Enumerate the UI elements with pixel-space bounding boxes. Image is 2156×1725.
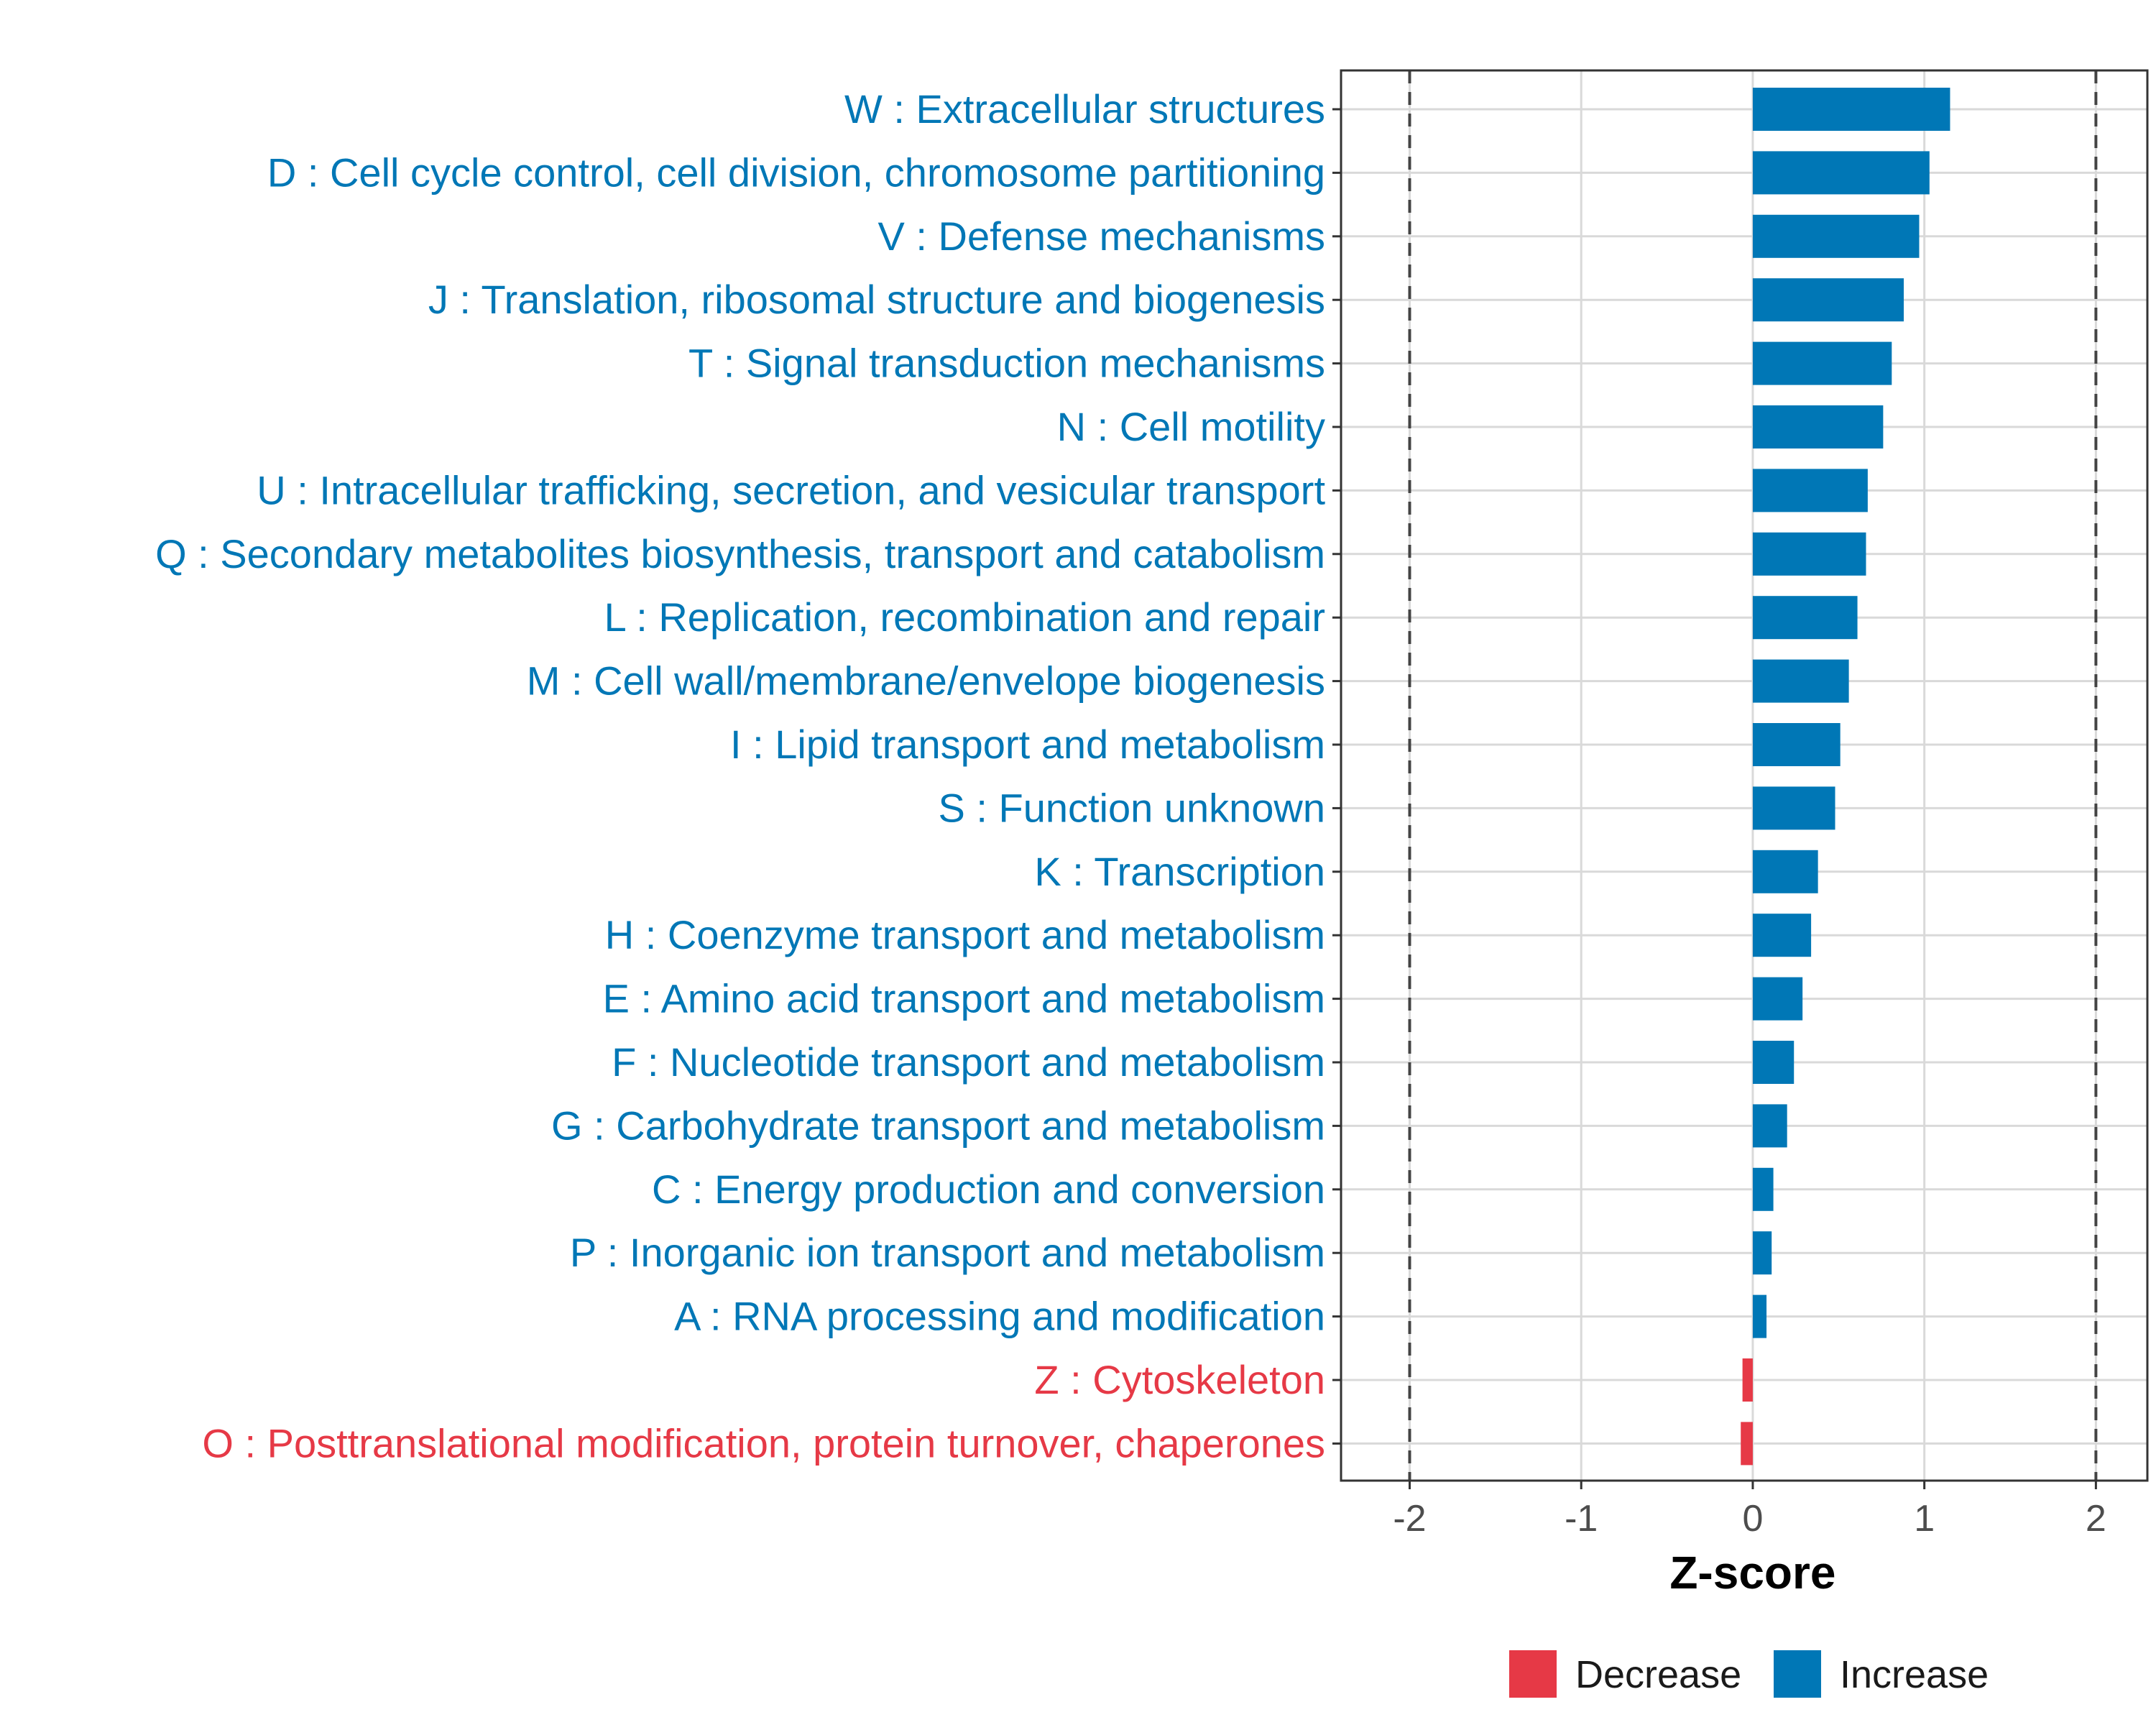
category-label: S : Function unknown [938, 785, 1325, 830]
bars [1741, 88, 1950, 1466]
category-label: E : Amino acid transport and metabolism [603, 976, 1325, 1021]
category-label: W : Extracellular structures [844, 86, 1325, 132]
bar [1741, 1422, 1753, 1466]
bar [1752, 1167, 1774, 1211]
legend-swatch [1509, 1650, 1557, 1698]
bar [1752, 278, 1904, 322]
grid-lines [1341, 70, 2147, 1481]
x-axis-ticks: -2 -1 0 1 2 [1393, 1481, 2106, 1540]
x-tick-label: -2 [1393, 1498, 1426, 1540]
category-label: Q : Secondary metabolites biosynthesis, … [155, 531, 1325, 576]
category-label: G : Carbohydrate transport and metabolis… [551, 1103, 1325, 1148]
x-tick-label: 1 [1914, 1498, 1935, 1540]
legend-swatch [1774, 1650, 1821, 1698]
bar [1752, 1104, 1787, 1148]
category-label: K : Transcription [1034, 849, 1325, 894]
category-label: C : Energy production and conversion [652, 1167, 1325, 1212]
bar [1742, 1358, 1753, 1402]
bar [1752, 977, 1803, 1021]
bar [1752, 151, 1930, 195]
category-label: L : Replication, recombination and repai… [604, 594, 1325, 640]
category-label: Z : Cytoskeleton [1034, 1357, 1325, 1402]
bar [1752, 786, 1835, 830]
bar [1752, 88, 1950, 131]
bar [1752, 1294, 1767, 1338]
bar [1752, 850, 1818, 893]
bar [1752, 341, 1892, 385]
bar [1752, 1041, 1795, 1084]
plot-frame [1340, 69, 2149, 1482]
plot-area [1341, 70, 2147, 1481]
bar [1752, 659, 1849, 703]
x-tick-label: 0 [1742, 1498, 1763, 1540]
category-labels: W : Extracellular structures D : Cell cyc… [155, 86, 1341, 1466]
bar [1752, 469, 1868, 512]
category-label: O : Posttranslational modification, prot… [202, 1420, 1325, 1466]
bar [1752, 405, 1884, 448]
category-label: J : Translation, ribosomal structure and… [428, 277, 1325, 322]
bar [1752, 914, 1812, 957]
category-label: A : RNA processing and modification [674, 1294, 1325, 1339]
bar [1752, 1231, 1772, 1275]
plot-background [1341, 70, 2147, 1481]
category-label: I : Lipid transport and metabolism [730, 722, 1325, 767]
category-label: M : Cell wall/membrane/envelope biogenes… [527, 658, 1325, 704]
legend: Decrease Increase [1509, 1650, 1989, 1698]
x-tick-label: -1 [1565, 1498, 1598, 1540]
legend-label: Increase [1840, 1653, 1989, 1696]
bar [1752, 596, 1858, 640]
bar [1752, 532, 1866, 576]
reference-lines [1408, 70, 2098, 1481]
legend-label: Decrease [1575, 1653, 1741, 1696]
category-label: D : Cell cycle control, cell division, c… [267, 150, 1325, 195]
category-label: N : Cell motility [1057, 404, 1325, 449]
category-label: P : Inorganic ion transport and metaboli… [570, 1230, 1325, 1275]
category-label: T : Signal transduction mechanisms [688, 341, 1325, 386]
category-label: V : Defense mechanisms [878, 213, 1325, 259]
x-tick-label: 2 [2086, 1498, 2106, 1540]
x-axis-title: Z-score [1669, 1547, 1835, 1598]
category-label: H : Coenzyme transport and metabolism [605, 912, 1325, 957]
bar [1752, 723, 1841, 766]
category-label: U : Intracellular trafficking, secretion… [257, 467, 1325, 512]
bar [1752, 214, 1920, 258]
plot-border [1340, 69, 2149, 1482]
category-label: F : Nucleotide transport and metabolism [612, 1039, 1325, 1085]
